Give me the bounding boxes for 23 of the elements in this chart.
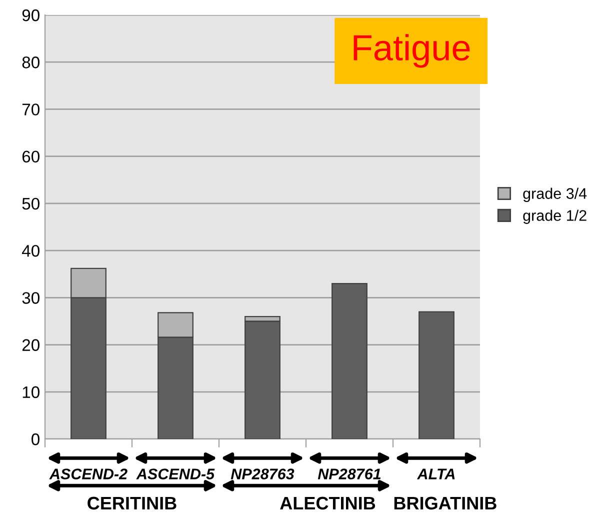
x-tick-label: ALTA — [416, 468, 455, 480]
bar — [418, 311, 454, 439]
bar — [332, 282, 368, 439]
y-tick-label: 80 — [22, 56, 40, 68]
legend-label: grade 1/2 — [523, 210, 586, 224]
y-tick-label: 70 — [22, 104, 40, 116]
text: BRIGATINIB — [394, 496, 496, 510]
x-tick-label: NP28761 — [318, 468, 381, 480]
text: ALECTINIB — [280, 496, 376, 510]
y-tick-label: 50 — [22, 198, 40, 210]
y-tick-label: 60 — [22, 150, 40, 163]
x-tick-label: ASCEND-5 — [136, 468, 215, 480]
y-tick-label: 90 — [22, 9, 40, 22]
x-tick-label: ASCEND-2 — [49, 468, 128, 480]
y-tick-label: 20 — [22, 339, 40, 351]
x-tick-label: NP28763 — [230, 468, 294, 480]
y-tick-label: 40 — [22, 244, 40, 257]
y-tick-label: 30 — [22, 292, 40, 304]
text: CERITINIB — [88, 496, 176, 510]
chart-title: Fatigue — [354, 34, 470, 68]
legend-label: grade 3/4 — [523, 188, 587, 202]
y-tick-label: 0 — [32, 433, 40, 446]
y-tick-label: 10 — [22, 386, 40, 398]
